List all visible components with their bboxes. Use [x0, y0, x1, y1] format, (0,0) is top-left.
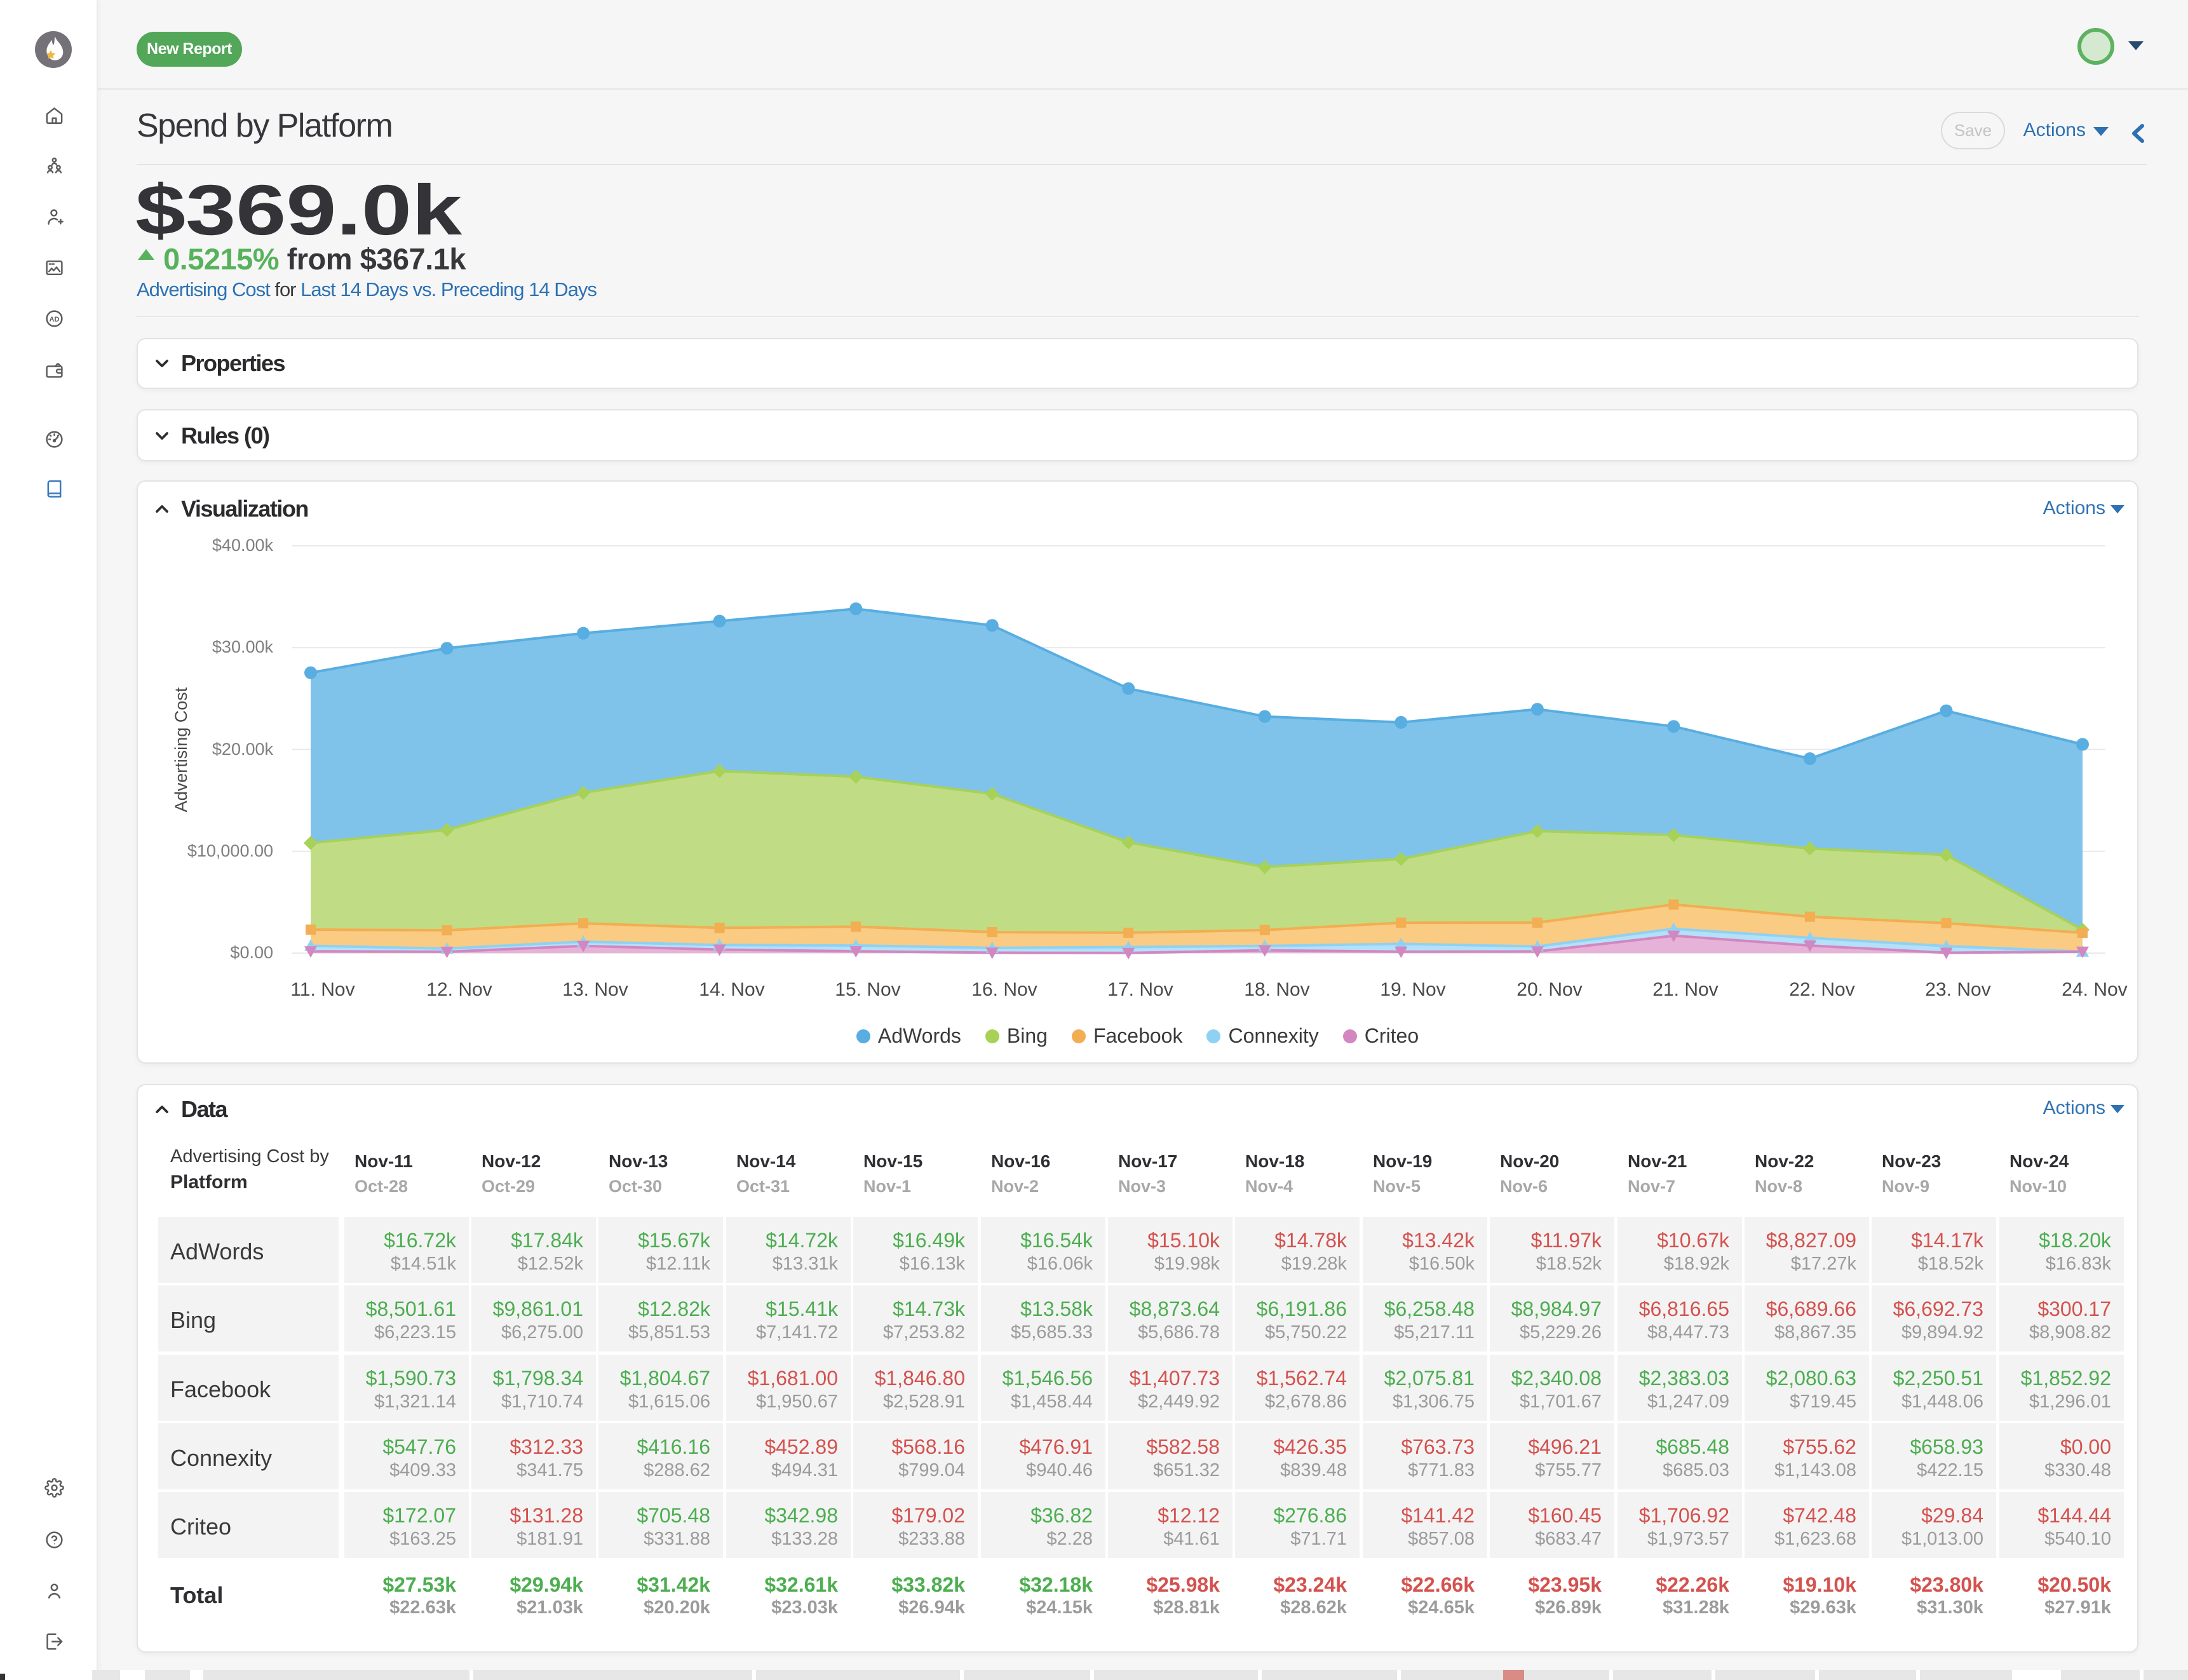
svg-text:AD: AD: [49, 316, 59, 323]
